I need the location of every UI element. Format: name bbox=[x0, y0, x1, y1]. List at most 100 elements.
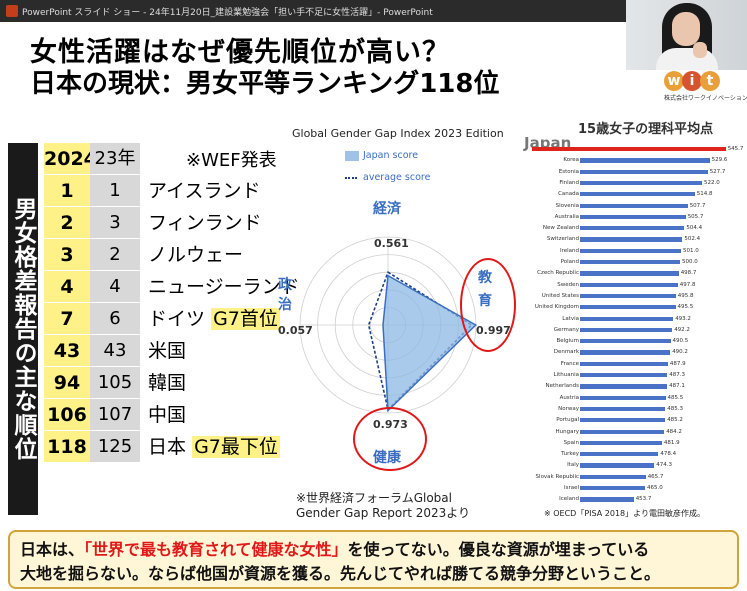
pisa-bar-row: Spain 481.9 bbox=[522, 439, 744, 447]
vertical-title: 男女格差報告の主な順位 bbox=[8, 143, 38, 515]
pisa-bar-row: Denmark 490.2 bbox=[522, 348, 744, 356]
pisa-value: 490.2 bbox=[672, 349, 688, 356]
pisa-value: 545.7 bbox=[727, 146, 744, 152]
pisa-country: Latvia bbox=[562, 315, 579, 322]
pisa-bar bbox=[580, 169, 708, 174]
pisa-bar bbox=[580, 248, 681, 253]
rank-2023: 6 bbox=[90, 303, 140, 335]
pisa-bar bbox=[580, 486, 645, 491]
rank-2024: 106 bbox=[44, 399, 90, 431]
pisa-value: 487.3 bbox=[669, 372, 686, 378]
pisa-country: Spain bbox=[563, 439, 579, 446]
conclusion-highlight: 「世界で最も教育されて健康な女性」 bbox=[84, 540, 348, 559]
health-highlight-circle bbox=[353, 407, 427, 471]
pisa-bar bbox=[580, 293, 676, 299]
pisa-value: 495.8 bbox=[677, 292, 694, 299]
pisa-bar-row: Ireland 501.0 bbox=[522, 247, 744, 255]
country-name: ドイツ G7首位 bbox=[148, 308, 280, 330]
pisa-title: 15歳女子の理科平均点 bbox=[578, 122, 714, 137]
header-prev: 23年 bbox=[90, 143, 140, 175]
rank-2023: 107 bbox=[90, 399, 140, 431]
rank-2024: 43 bbox=[44, 335, 90, 367]
country-name: 米国 bbox=[148, 340, 187, 362]
pisa-country: Iceland bbox=[559, 496, 579, 503]
pisa-value: 487.9 bbox=[669, 360, 686, 367]
rank-2024: 94 bbox=[44, 367, 90, 399]
pisa-bar bbox=[580, 282, 678, 287]
country-name: アイスランド bbox=[148, 180, 261, 202]
rank-2023: 105 bbox=[90, 367, 140, 399]
pisa-value: 485.2 bbox=[667, 417, 683, 424]
table-row: 1 1 アイスランド bbox=[44, 175, 270, 207]
pisa-value: 502.4 bbox=[684, 236, 701, 243]
radar-source: ※世界経済フォーラムGlobal Gender Gap Report 2023よ… bbox=[296, 491, 471, 520]
table-row: 118 125 日本 G7最下位 bbox=[44, 431, 280, 463]
pisa-bar-row: Portugal 485.2 bbox=[522, 416, 744, 424]
pisa-bar bbox=[580, 158, 710, 163]
pisa-bar-row: Poland 500.0 bbox=[522, 258, 744, 266]
pisa-science-chart: 15歳女子の理科平均点 Japan 545.7 Korea 529.6 Estonia… bbox=[522, 118, 744, 528]
pisa-bar bbox=[580, 180, 702, 186]
pisa-bar-row: Sweden 497.8 bbox=[522, 281, 744, 289]
legend-average: average score bbox=[345, 172, 430, 183]
header-year: 2024年 bbox=[44, 143, 97, 202]
table-row: 4 4 ニュージーランド bbox=[44, 271, 300, 303]
pisa-value: 500.0 bbox=[682, 259, 698, 265]
pisa-bar-row: Switzerland 502.4 bbox=[522, 235, 744, 243]
pisa-value: 474.3 bbox=[656, 462, 673, 469]
pisa-value: 495.5 bbox=[677, 304, 694, 311]
pisa-bar bbox=[580, 237, 683, 242]
conclusion-prefix: 日本は、 bbox=[20, 540, 85, 559]
pisa-bar bbox=[580, 350, 671, 355]
pisa-country: Portugal bbox=[556, 417, 579, 424]
rank-2024: 4 bbox=[44, 271, 90, 303]
pisa-value: 497.8 bbox=[679, 281, 696, 288]
pisa-country: Netherlands bbox=[545, 383, 579, 390]
pisa-country: Lithuania bbox=[553, 372, 579, 378]
pisa-bar-row: Netherlands 487.1 bbox=[522, 382, 744, 390]
rank-2024: 2 bbox=[44, 207, 90, 239]
country-name: 中国 bbox=[148, 404, 187, 426]
pisa-country: Korea bbox=[563, 157, 579, 164]
table-row: 43 43 米国 bbox=[44, 335, 270, 367]
pisa-country: Finland bbox=[559, 179, 579, 186]
pisa-country: New Zealand bbox=[542, 225, 579, 232]
country-name: フィンランド bbox=[148, 212, 262, 234]
pisa-bar-row: Latvia 493.2 bbox=[522, 315, 744, 323]
rank-2024: 1 bbox=[44, 175, 90, 207]
pisa-bar bbox=[580, 327, 673, 333]
pisa-bar bbox=[580, 271, 679, 276]
pisa-value: 507.7 bbox=[689, 202, 706, 209]
pisa-country: Ireland bbox=[559, 247, 579, 254]
ranking-table: 2024年 23年 11 アイスランド 23 フィンランド 32 ノルウェー 44 ニュージー… bbox=[44, 143, 300, 463]
pisa-country: Hungary bbox=[555, 428, 580, 435]
pisa-source: ※ OECD「PISA 2018」より電田敏彦作成。 bbox=[544, 509, 705, 518]
pisa-value: 485.5 bbox=[667, 394, 684, 401]
powerpoint-icon bbox=[6, 5, 18, 17]
pisa-bar bbox=[580, 361, 668, 366]
pisa-value: 465.0 bbox=[647, 485, 663, 491]
pisa-value: 490.5 bbox=[672, 338, 689, 345]
radar-title: Global Gender Gap Index 2023 Edition bbox=[292, 127, 504, 140]
pisa-country: Belgium bbox=[556, 338, 579, 345]
table-row: 94 105 韓国 bbox=[44, 367, 270, 399]
pisa-bar bbox=[580, 192, 695, 197]
pisa-country: Denmark bbox=[553, 349, 579, 356]
axis-label-politics-2: 治 bbox=[278, 297, 292, 313]
pisa-value: 501.0 bbox=[683, 247, 699, 254]
pisa-country: United States bbox=[541, 292, 579, 299]
pisa-bar bbox=[532, 147, 726, 152]
pisa-country: Italy bbox=[567, 462, 579, 469]
conclusion-box: 日本は、「世界で最も教育されて健康な女性」を使ってない。優良な資源が埋まっている… bbox=[8, 530, 739, 589]
country-name: ニュージーランド bbox=[148, 276, 300, 298]
webcam-video bbox=[626, 0, 747, 70]
table-row: 3 2 ノルウェー bbox=[44, 239, 270, 271]
pisa-bar-row: Belgium 490.5 bbox=[522, 337, 744, 345]
pisa-value: 453.7 bbox=[635, 496, 652, 503]
rank-2024: 118 bbox=[44, 431, 90, 463]
pisa-bar bbox=[580, 373, 668, 378]
legend-japan: Japan score bbox=[345, 150, 418, 161]
pisa-bar bbox=[580, 418, 666, 423]
conclusion-line2: 大地を掘らない。ならば他国が資源を獲る。先んじてやれば勝てる競争分野ということ。 bbox=[20, 564, 661, 583]
country-name: ノルウェー bbox=[148, 244, 244, 266]
